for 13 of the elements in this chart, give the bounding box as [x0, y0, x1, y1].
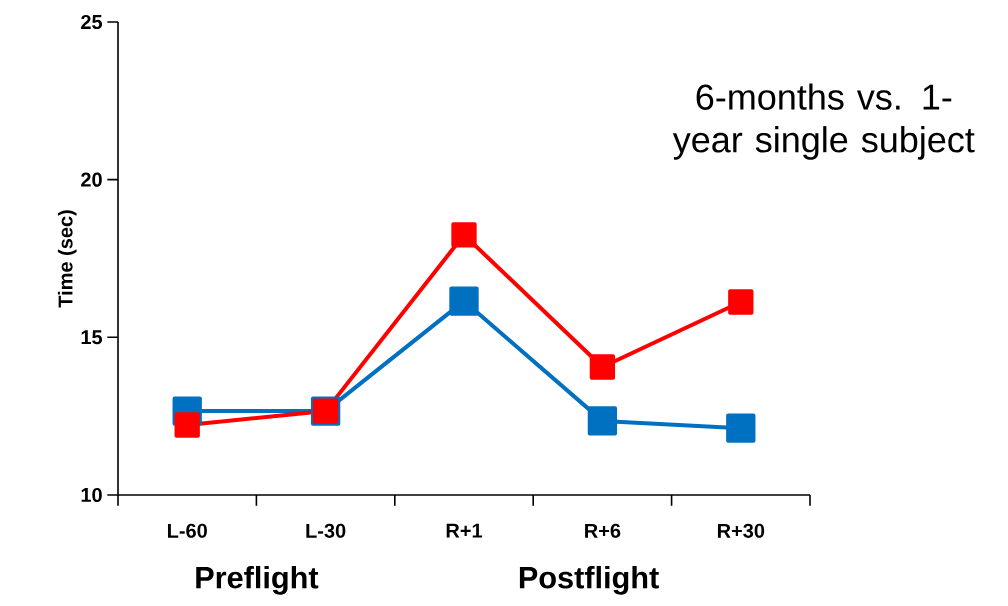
x-tick-label: R+1	[446, 523, 483, 538]
y-tick-label: 15	[81, 330, 103, 345]
x-tick-label: R+30	[717, 523, 765, 538]
y-tick-label: 10	[81, 487, 102, 503]
x-tick-label: R+6	[585, 523, 621, 538]
annotation: 6-months vs. 1-year single subject	[672, 83, 975, 160]
y-tick-label: 25	[81, 14, 103, 30]
y-axis-title: Time (sec)	[57, 210, 77, 308]
x-tick-label: L-60	[167, 523, 207, 538]
x-tick-label: L-30	[306, 523, 346, 538]
y-tick-label: 20	[81, 172, 102, 187]
text: Postflight	[519, 565, 659, 595]
text: Preflight	[196, 565, 319, 595]
